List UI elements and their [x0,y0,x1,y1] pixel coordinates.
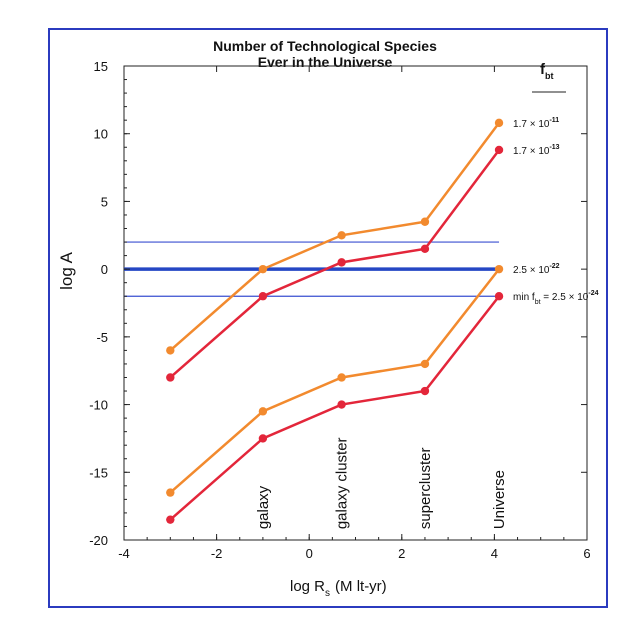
x-axis-label: log Rs (M lt-yr) [290,578,387,599]
x-axis-label-sub: s [325,588,330,599]
legend: 1.7 × 10-11 1.7 × 10-13 2.5 × 10-22 min fbt… [513,117,599,306]
y-tick-label: -5 [96,330,108,345]
data-point [166,373,175,382]
y-tick-label: -15 [89,465,108,480]
scale-labels: galaxy galaxy cluster supercluster Universe [255,437,508,529]
data-point [166,515,175,524]
data-point [337,231,346,240]
data-point [420,386,430,396]
data-point [494,264,504,274]
x-tick-label: -2 [211,546,223,561]
x-axis-label-unit: (M lt-yr) [335,578,387,595]
data-point [337,258,346,267]
y-tick-label: 5 [101,194,108,209]
data-point [166,488,175,497]
chart-subtitle: Ever in the Universe [258,54,393,70]
data-point [337,400,346,409]
x-tick-label: 0 [306,546,313,561]
scale-label: galaxy [255,485,272,529]
chart-title: Number of Technological Species [213,38,437,54]
x-tick-label: 4 [491,546,498,561]
legend-label: 2.5 × 10-22 [513,263,560,276]
legend-label: 1.7 × 10-13 [513,144,560,157]
data-point [337,373,346,382]
y-tick-label: 0 [101,262,108,277]
data-point [494,118,504,128]
reference-lines [124,241,500,297]
y-tick-label: -20 [89,533,108,548]
data-point [258,434,268,443]
data-point [420,217,430,226]
figure-frame: Number of Technological Species Ever in … [48,28,608,608]
data-point [420,244,430,254]
scale-label: galaxy cluster [334,437,351,529]
scale-label: Universe [491,470,508,529]
data-point [420,359,430,369]
data-point [494,292,504,301]
y-tick-label: -10 [89,398,108,413]
legend-label: min fbt = 2.5 × 10-24 [513,290,599,306]
legend-label: 1.7 × 10-11 [513,117,559,130]
data-series [166,118,504,524]
x-tick-label: 6 [583,546,590,561]
chart-svg: Number of Technological Species Ever in … [57,38,599,599]
series-line-1 [169,149,501,379]
y-tick-label: 10 [94,127,108,142]
series-line-0 [169,122,501,352]
y-axis-label: log A [57,251,76,289]
data-point [258,264,268,274]
x-axis-label-main: log R [290,578,325,595]
data-point [258,407,268,416]
scale-label: supercluster [417,447,434,529]
legend-title: fbt [540,61,554,81]
data-point [166,346,175,355]
data-point [258,292,268,301]
y-tick-label: 15 [94,59,108,74]
x-tick-label: 2 [398,546,405,561]
data-point [494,145,504,155]
x-tick-label: -4 [118,546,130,561]
